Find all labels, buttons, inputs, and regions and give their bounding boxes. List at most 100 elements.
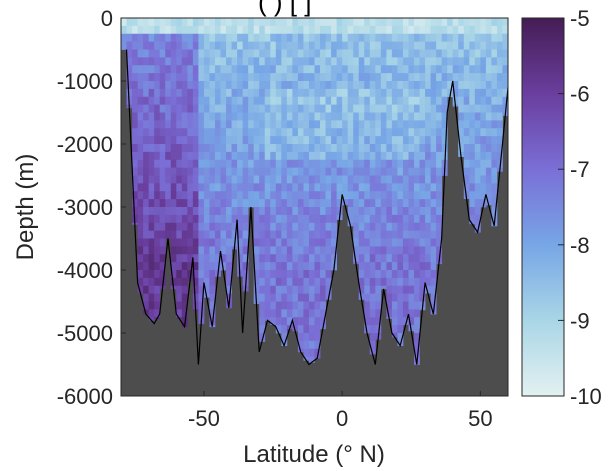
heatmap-cell <box>187 104 194 113</box>
heatmap-cell <box>248 128 255 137</box>
heatmap-cell <box>496 96 503 106</box>
heatmap-cell <box>242 136 249 145</box>
heatmap-cell <box>198 238 205 247</box>
heatmap-cell <box>159 270 166 279</box>
heatmap-cell <box>441 18 448 27</box>
heatmap-cell <box>320 262 326 271</box>
heatmap-cell <box>419 128 426 137</box>
heatmap-cell <box>281 104 288 113</box>
heatmap-cell <box>358 151 365 161</box>
heatmap-cell <box>369 88 376 98</box>
heatmap-cell <box>458 65 465 74</box>
heatmap-cell <box>181 81 188 90</box>
heatmap-cell <box>375 120 382 129</box>
heatmap-cell <box>143 96 150 106</box>
heatmap-cell <box>331 151 338 161</box>
heatmap-cell <box>375 214 382 224</box>
heatmap-cell <box>220 18 227 27</box>
heatmap-cell <box>375 57 382 66</box>
heatmap-cell <box>425 128 431 137</box>
heatmap-cell <box>325 183 332 192</box>
heatmap-cell <box>181 214 188 224</box>
heatmap-cell <box>148 309 155 318</box>
heatmap-cell <box>192 81 199 90</box>
heatmap-cell <box>408 136 415 145</box>
heatmap-cell <box>419 207 426 216</box>
heatmap-cell <box>463 49 470 58</box>
heatmap-cell <box>369 25 376 35</box>
heatmap-cell <box>491 49 498 58</box>
heatmap-cell <box>170 214 177 224</box>
heatmap-cell <box>214 128 221 137</box>
heatmap-cell <box>358 222 365 232</box>
heatmap-cell <box>441 112 448 121</box>
heatmap-cell <box>275 238 282 247</box>
heatmap-cell <box>425 285 431 294</box>
heatmap-cell <box>391 207 398 216</box>
heatmap-cell <box>297 230 304 239</box>
heatmap-cell <box>419 167 426 176</box>
colorbar-tick-label: -6 <box>570 82 590 107</box>
heatmap-cell <box>264 57 271 66</box>
heatmap-cell <box>485 57 492 66</box>
heatmap-cell <box>292 254 299 263</box>
heatmap-cell <box>325 238 332 247</box>
heatmap-cell <box>264 309 271 318</box>
heatmap-cell <box>237 49 244 58</box>
heatmap-cell <box>248 151 255 161</box>
heatmap-cell <box>386 104 393 113</box>
heatmap-cell <box>192 159 199 169</box>
heatmap-cell <box>303 112 310 121</box>
heatmap-cell <box>242 270 249 279</box>
heatmap-cell <box>242 262 249 271</box>
heatmap-cell <box>203 136 210 145</box>
heatmap-cell <box>496 57 503 66</box>
heatmap-cell <box>165 128 172 137</box>
heatmap-cell <box>154 175 161 184</box>
heatmap-cell <box>270 293 277 302</box>
heatmap-cell <box>237 73 244 82</box>
heatmap-cell <box>281 25 288 35</box>
heatmap-cell <box>402 144 409 153</box>
heatmap-cell <box>209 199 216 208</box>
heatmap-cell <box>297 238 304 247</box>
heatmap-cell <box>226 293 232 302</box>
heatmap-cell <box>347 112 354 121</box>
heatmap-cell <box>220 191 227 200</box>
heatmap-cell <box>132 191 138 200</box>
heatmap-cell <box>198 214 205 224</box>
heatmap-cell <box>419 112 426 121</box>
heatmap-cell <box>187 199 194 208</box>
heatmap-cell <box>458 96 465 106</box>
heatmap-cell <box>226 49 232 58</box>
heatmap-cell <box>408 96 415 106</box>
heatmap-cell <box>159 246 166 255</box>
y-tick-label: -5000 <box>57 321 113 346</box>
heatmap-cell <box>126 41 133 50</box>
heatmap-cell <box>137 199 144 208</box>
heatmap-cell <box>143 167 150 176</box>
heatmap-cell <box>297 25 304 35</box>
heatmap-cell <box>242 238 249 247</box>
heatmap-cell <box>414 167 420 176</box>
heatmap-cell <box>364 81 371 90</box>
heatmap-cell <box>314 285 321 295</box>
heatmap-cell <box>314 25 321 35</box>
heatmap-cell <box>237 183 244 192</box>
heatmap-cell <box>297 293 304 302</box>
heatmap-cell <box>386 65 393 74</box>
heatmap-cell <box>391 309 398 318</box>
heatmap-cell <box>430 175 437 184</box>
heatmap-cell <box>220 25 227 35</box>
heatmap-cell <box>209 309 216 318</box>
heatmap-cell <box>281 333 288 342</box>
heatmap-cell <box>220 199 227 208</box>
heatmap-cell <box>391 159 398 169</box>
heatmap-cell <box>286 262 293 271</box>
heatmap-cell <box>226 81 232 90</box>
heatmap-cell <box>496 33 503 43</box>
heatmap-cell <box>375 254 382 263</box>
heatmap-cell <box>226 262 232 271</box>
heatmap-cell <box>165 175 172 184</box>
heatmap-cell <box>331 120 338 129</box>
